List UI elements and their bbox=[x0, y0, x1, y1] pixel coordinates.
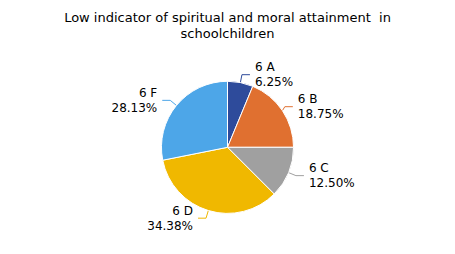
svg-text:28.13%: 28.13% bbox=[111, 101, 157, 115]
svg-text:Low indicator of spiritual and: Low indicator of spiritual and moral att… bbox=[64, 10, 391, 25]
svg-text:schoolchildren: schoolchildren bbox=[181, 26, 275, 41]
svg-text:6 D: 6 D bbox=[172, 204, 193, 218]
svg-text:6 F: 6 F bbox=[139, 86, 157, 100]
svg-text:6.25%: 6.25% bbox=[255, 75, 293, 89]
svg-text:6 A: 6 A bbox=[255, 60, 275, 74]
svg-text:18.75%: 18.75% bbox=[298, 107, 344, 121]
svg-text:12.50%: 12.50% bbox=[309, 176, 355, 190]
svg-text:6 B: 6 B bbox=[298, 92, 318, 106]
svg-text:34.38%: 34.38% bbox=[147, 219, 193, 233]
svg-text:6 C: 6 C bbox=[309, 161, 329, 175]
